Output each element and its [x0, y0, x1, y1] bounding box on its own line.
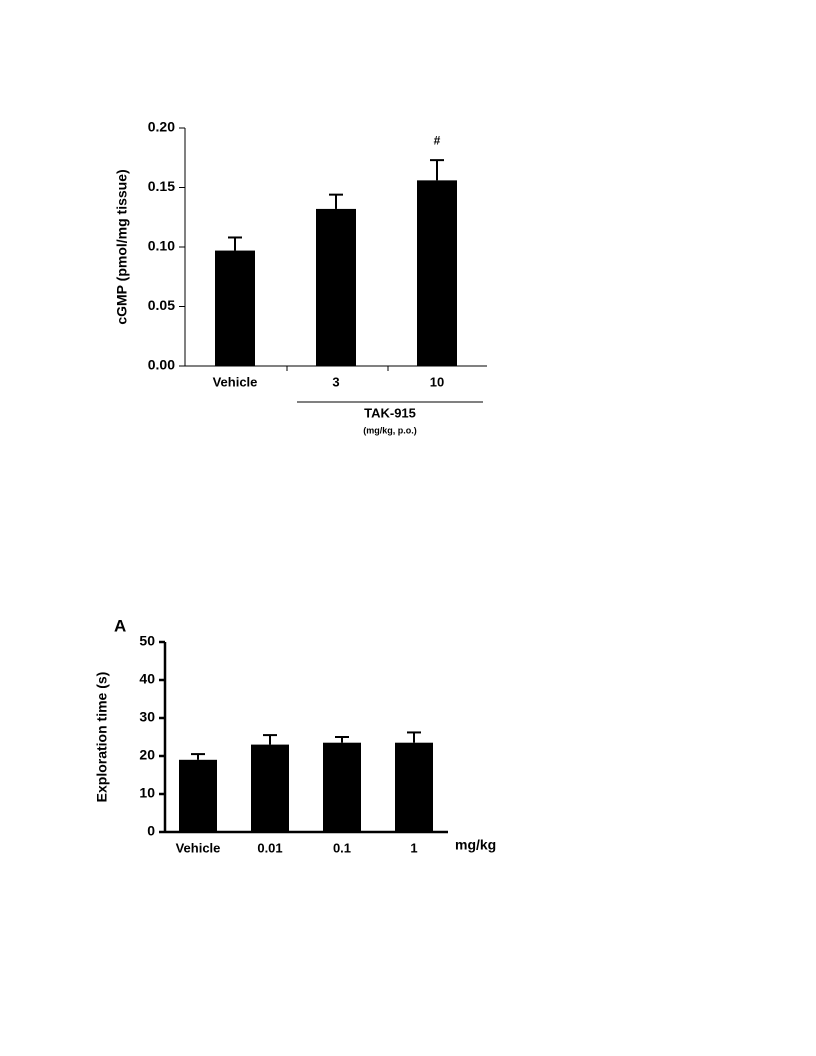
group-sublabel: (mg/kg, p.o.): [363, 425, 417, 435]
bar: [179, 759, 217, 832]
annotation: #: [434, 133, 441, 147]
y-tick-label: 0.05: [148, 297, 175, 313]
x-tick-label: 3: [332, 374, 339, 389]
y-tick-label: 0: [147, 823, 155, 839]
y-tick-label: 0.10: [148, 238, 175, 254]
y-axis-label: cGMP (pmol/mg tissue): [114, 169, 130, 324]
panel-label: A: [114, 616, 126, 635]
y-tick-label: 10: [139, 785, 155, 801]
x-tick-label: Vehicle: [176, 840, 221, 855]
y-tick-label: 20: [139, 747, 155, 763]
bar: [395, 742, 433, 832]
group-label: TAK-915: [364, 405, 416, 420]
y-tick-label: 30: [139, 709, 155, 725]
y-tick-label: 40: [139, 671, 155, 687]
x-tick-label: Vehicle: [213, 374, 258, 389]
y-tick-label: 0.00: [148, 357, 175, 373]
y-tick-label: 50: [139, 633, 155, 649]
bar: [417, 180, 457, 366]
x-tick-label: 0.01: [257, 840, 282, 855]
y-tick-label: 0.20: [148, 119, 175, 135]
x-tick-label: 10: [430, 374, 444, 389]
bar: [316, 208, 356, 366]
x-tick-label: 1: [410, 840, 417, 855]
bar: [251, 744, 289, 832]
bar: [215, 250, 255, 366]
y-axis-label: Exploration time (s): [94, 672, 110, 803]
x-tick-label: 0.1: [333, 840, 351, 855]
bar: [323, 742, 361, 832]
x-axis-label: mg/kg: [455, 837, 496, 853]
y-tick-label: 0.15: [148, 178, 175, 194]
